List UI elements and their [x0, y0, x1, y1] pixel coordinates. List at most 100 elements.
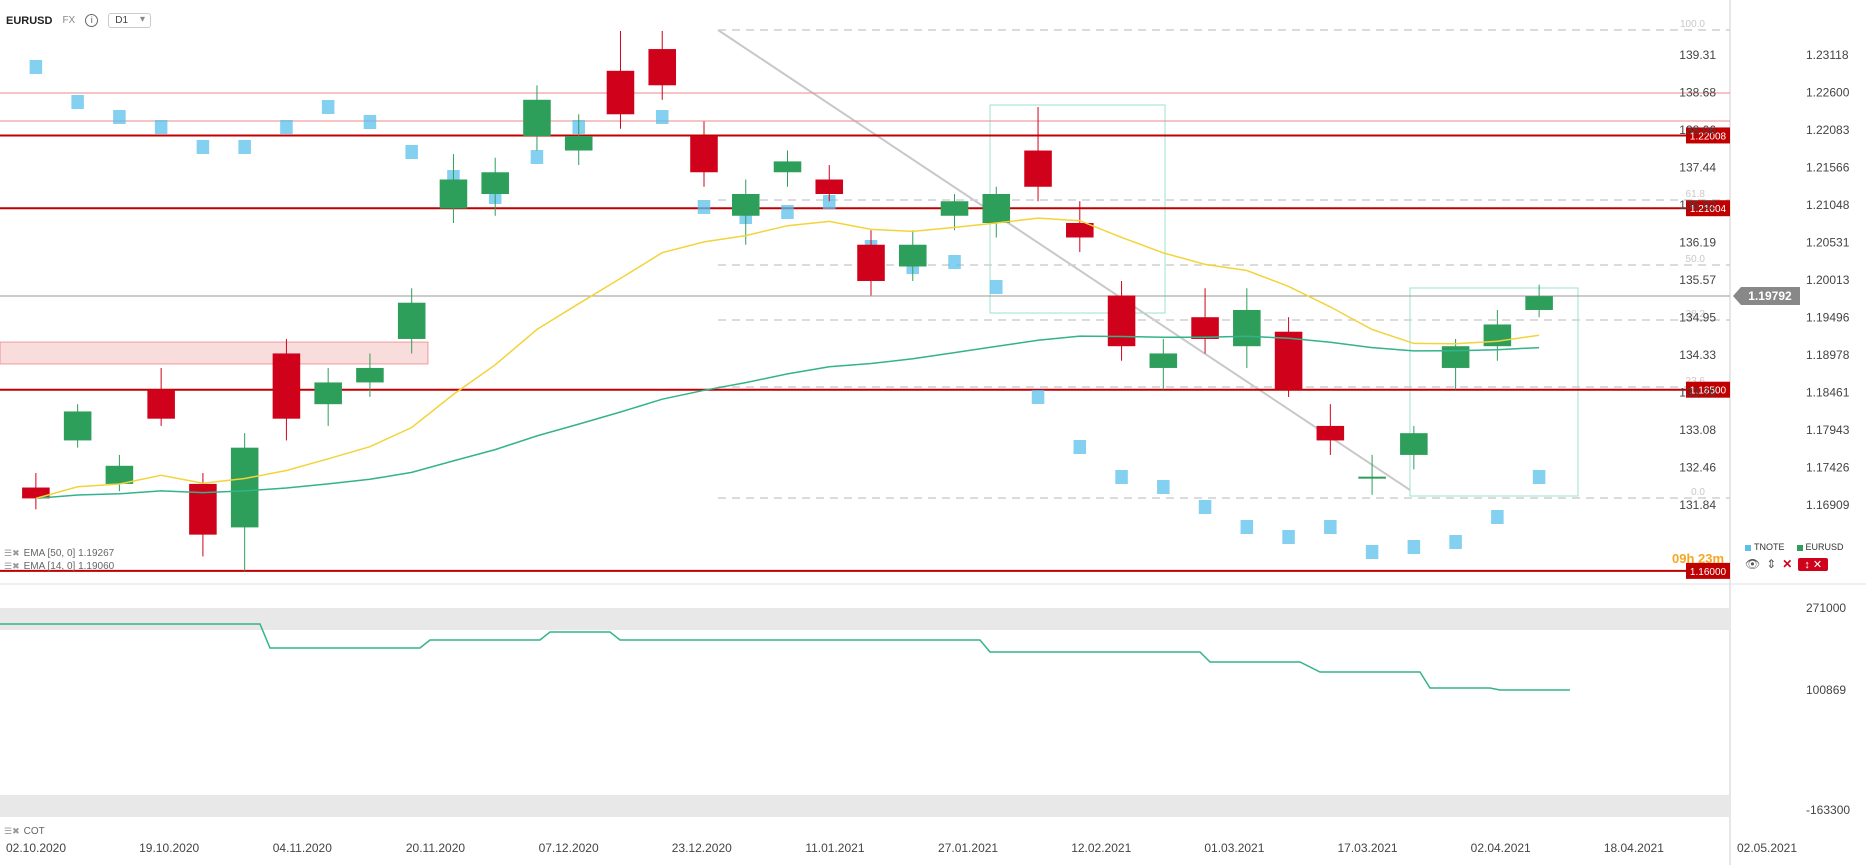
- candle: [1316, 404, 1345, 455]
- eye-icon[interactable]: 👁: [1745, 557, 1761, 571]
- left-axis-tick: 134.33: [1679, 348, 1716, 362]
- candle-body: [230, 447, 259, 528]
- candle-body: [1316, 425, 1345, 441]
- x-axis-tick: 12.02.2021: [1071, 841, 1131, 855]
- ema-line: [35, 217, 1540, 500]
- x-axis-tick: 01.03.2021: [1204, 841, 1264, 855]
- cot-band-bottom: [0, 795, 1730, 817]
- reorder-icon[interactable]: ⇕: [1766, 557, 1777, 571]
- x-axis-tick: 20.11.2020: [406, 841, 465, 855]
- tnote-bar: [1240, 520, 1254, 534]
- left-axis-tick: 133.70: [1679, 386, 1716, 400]
- candle: [1274, 317, 1303, 397]
- ema14-legend[interactable]: ☰✖ EMA [14, 0] 1.19060: [4, 561, 114, 572]
- fib-label: 23.6: [1686, 376, 1706, 387]
- candle: [481, 157, 509, 216]
- candle: [648, 30, 677, 100]
- candle-body: [1149, 353, 1178, 368]
- legend-eurusd[interactable]: EURUSD: [1797, 542, 1844, 552]
- candle-body: [314, 382, 342, 405]
- candle: [606, 30, 635, 129]
- range-box: [1409, 287, 1579, 497]
- settings-icon[interactable]: ☰✖: [4, 826, 20, 836]
- right-axis-tick: 1.16909: [1806, 498, 1850, 512]
- tnote-bar: [1031, 390, 1045, 404]
- tnote-bar: [697, 200, 711, 214]
- candle-body: [105, 465, 134, 484]
- legend-tnote[interactable]: TNOTE: [1745, 542, 1785, 552]
- close-icon[interactable]: ✕: [1782, 557, 1793, 571]
- candle: [397, 288, 426, 354]
- candle: [1400, 425, 1428, 470]
- cot-legend[interactable]: ☰✖ COT: [4, 826, 45, 837]
- tnote-bar: [1115, 470, 1128, 484]
- right-axis-tick: 1.18461: [1806, 386, 1850, 400]
- settings-icon[interactable]: ☰✖: [4, 548, 20, 558]
- candle: [690, 121, 718, 187]
- right-axis-tick: 1.17943: [1806, 423, 1850, 437]
- tnote-bar: [822, 195, 836, 209]
- candle-body: [731, 194, 760, 216]
- cot-line: [0, 623, 1570, 691]
- candle-body: [439, 179, 468, 209]
- level-badge-bg: [1686, 562, 1730, 579]
- left-axis-tick: 133.08: [1679, 423, 1716, 437]
- candle-body: [356, 367, 384, 383]
- cot-axis-tick: 100869: [1806, 683, 1846, 697]
- x-axis-tick: 04.11.2020: [273, 841, 332, 855]
- candle: [773, 150, 802, 187]
- candle-body: [773, 161, 802, 173]
- x-axis-tick: 11.01.2021: [805, 841, 864, 855]
- left-axis-tick: 135.57: [1679, 273, 1716, 287]
- tnote-bar: [655, 110, 669, 124]
- candle: [1233, 288, 1261, 368]
- tnote-bar: [1073, 440, 1087, 454]
- candle: [63, 404, 92, 448]
- candle-body: [1441, 346, 1470, 368]
- x-axis-tick: 02.05.2021: [1737, 841, 1797, 855]
- x-axis-tick: 02.10.2020: [6, 841, 66, 855]
- candle-body: [648, 49, 677, 86]
- candle: [815, 165, 844, 202]
- candle-body: [1066, 222, 1094, 238]
- right-axis-tick: 1.22600: [1806, 86, 1850, 100]
- candle-body: [982, 194, 1011, 223]
- candle: [523, 85, 551, 151]
- tnote-bar: [238, 140, 251, 154]
- tnote-bar: [1407, 540, 1421, 554]
- right-axis-tick: 1.21048: [1806, 198, 1850, 212]
- info-icon[interactable]: i: [85, 14, 99, 27]
- settings-icon[interactable]: ☰✖: [4, 561, 20, 571]
- candle-countdown: 09h 23m: [1672, 551, 1725, 566]
- right-axis-tick: 1.23118: [1806, 48, 1849, 62]
- x-axis-tick: 17.03.2021: [1338, 841, 1398, 855]
- eurusd-series: [22, 30, 1553, 571]
- timeframe-select[interactable]: D1: [108, 13, 152, 28]
- tnote-bar: [1449, 535, 1462, 549]
- candle-body: [940, 201, 969, 216]
- level-badge-bg: [1686, 127, 1730, 144]
- cot-panel: 271000 100869 -163300: [0, 601, 1850, 817]
- symbol-label[interactable]: EURUSD: [6, 14, 53, 27]
- tnote-bar: [154, 120, 168, 134]
- candle-body: [1525, 296, 1553, 310]
- tnote-bar: [113, 110, 126, 124]
- fib-label: 61.8: [1686, 189, 1706, 200]
- current-price-badge-bg: [1733, 287, 1800, 306]
- ema14-label: EMA [14, 0] 1.19060: [23, 561, 115, 572]
- cot-axis-tick: -163300: [1806, 803, 1850, 817]
- exchange-label: FX: [62, 15, 76, 26]
- left-axis-tick: 139.31: [1679, 48, 1716, 62]
- x-axis-tick: 27.01.2021: [938, 841, 998, 855]
- chart-header: EURUSD FX i D1: [6, 13, 152, 28]
- level-badge: 1.18500: [1690, 386, 1727, 397]
- right-axis-tick: 1.19496: [1806, 311, 1850, 325]
- left-axis-tick: 132.46: [1679, 461, 1716, 475]
- candle: [1358, 454, 1386, 495]
- left-axis-tick: 137.44: [1679, 161, 1716, 175]
- ema50-legend[interactable]: ☰✖ EMA [50, 0] 1.19267: [4, 548, 114, 559]
- candle: [1066, 201, 1094, 252]
- candle: [230, 433, 259, 571]
- series-settings-button[interactable]: ↕ ✕: [1798, 557, 1829, 571]
